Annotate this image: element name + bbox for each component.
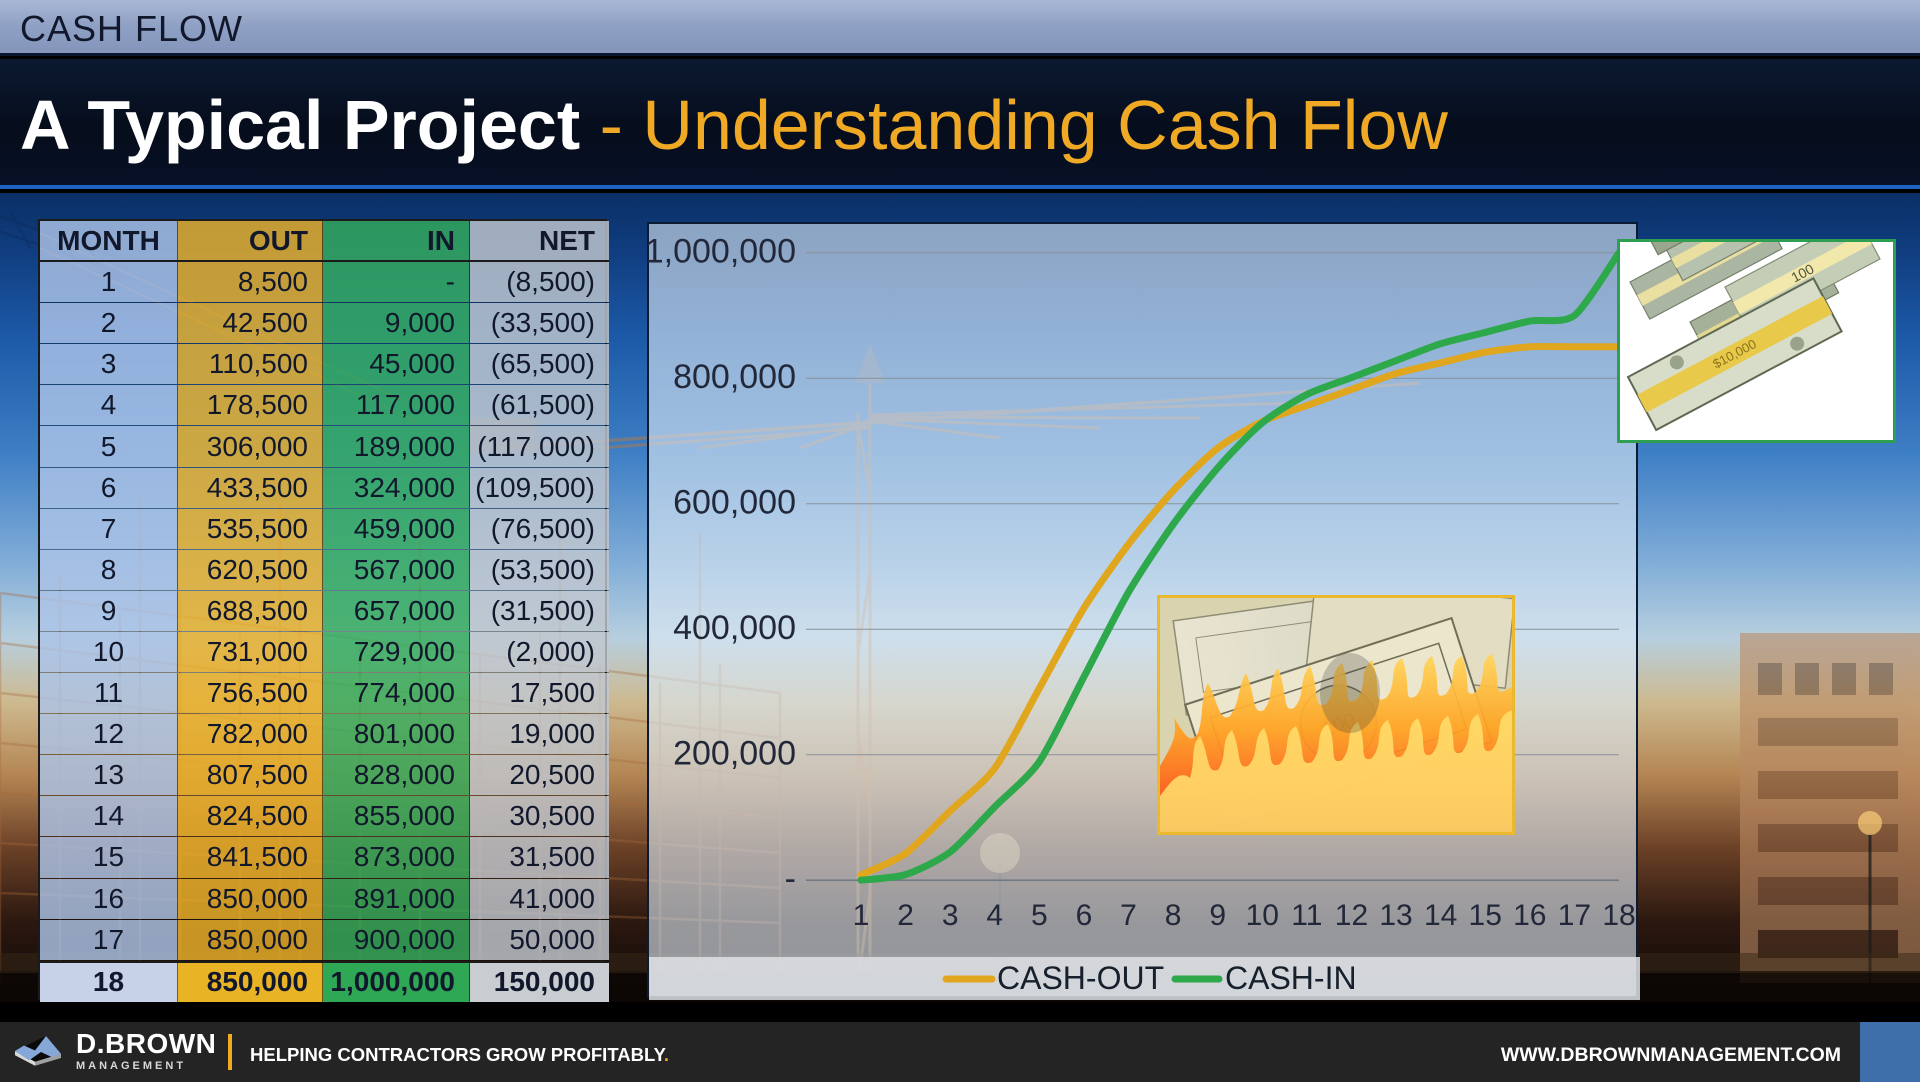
svg-text:CASH-OUT: CASH-OUT [997, 960, 1164, 996]
svg-text:16: 16 [1513, 899, 1546, 932]
svg-text:4: 4 [986, 899, 1003, 932]
svg-text:600,000: 600,000 [673, 484, 796, 522]
svg-text:1: 1 [853, 899, 870, 932]
svg-text:10: 10 [1246, 899, 1279, 932]
svg-text:7: 7 [1120, 899, 1137, 932]
svg-text:1,000,000: 1,000,000 [645, 233, 796, 271]
svg-text:11: 11 [1291, 899, 1322, 932]
svg-text:12: 12 [1335, 899, 1368, 932]
svg-text:9: 9 [1209, 899, 1226, 932]
svg-text:14: 14 [1424, 899, 1457, 932]
svg-text:17: 17 [1558, 899, 1591, 932]
svg-text:5: 5 [1031, 899, 1048, 932]
svg-text:CASH-IN: CASH-IN [1225, 960, 1357, 996]
svg-text:3: 3 [942, 899, 959, 932]
svg-text:6: 6 [1076, 899, 1093, 932]
svg-text:200,000: 200,000 [673, 735, 796, 773]
svg-text:-: - [785, 860, 796, 898]
svg-text:13: 13 [1379, 899, 1412, 932]
svg-text:18: 18 [1602, 899, 1635, 932]
svg-text:400,000: 400,000 [673, 609, 796, 647]
svg-text:8: 8 [1165, 899, 1182, 932]
svg-text:800,000: 800,000 [673, 358, 796, 396]
svg-text:15: 15 [1469, 899, 1502, 932]
svg-text:2: 2 [897, 899, 914, 932]
